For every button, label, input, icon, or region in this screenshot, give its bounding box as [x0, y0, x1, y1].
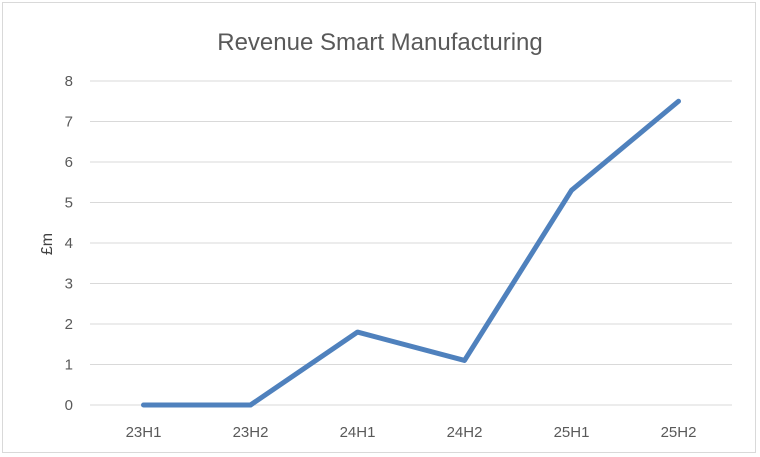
y-tick-label-7: 7: [65, 114, 73, 131]
x-tick-label-23H2: 23H2: [233, 424, 269, 441]
x-tick-label-24H2: 24H2: [447, 424, 483, 441]
series-line-0: [141, 98, 681, 408]
x-tick-labels: 23H1 23H2 24H1 24H2 25H1 25H2: [126, 424, 697, 441]
y-tick-label-4: 4: [65, 235, 73, 252]
series-layer: [141, 98, 681, 408]
x-tick-label-24H1: 24H1: [340, 424, 376, 441]
y-tick-label-8: 8: [65, 73, 73, 90]
gridlines: [90, 80, 732, 406]
x-tick-label-25H1: 25H1: [554, 424, 590, 441]
chart-frame: [2, 2, 756, 453]
y-tick-label-1: 1: [65, 357, 73, 374]
chart-title: Revenue Smart Manufacturing: [217, 29, 543, 56]
y-tick-label-2: 2: [65, 316, 73, 333]
y-tick-label-0: 0: [65, 397, 73, 414]
y-axis-label: £m: [39, 233, 56, 255]
y-tick-label-5: 5: [65, 195, 73, 212]
x-tick-label-23H1: 23H1: [126, 424, 162, 441]
x-tick-label-25H2: 25H2: [661, 424, 697, 441]
y-tick-labels: 0 1 2 3 4 5 6 7 8: [65, 73, 73, 414]
y-tick-label-3: 3: [65, 276, 73, 293]
y-tick-label-6: 6: [65, 154, 73, 171]
